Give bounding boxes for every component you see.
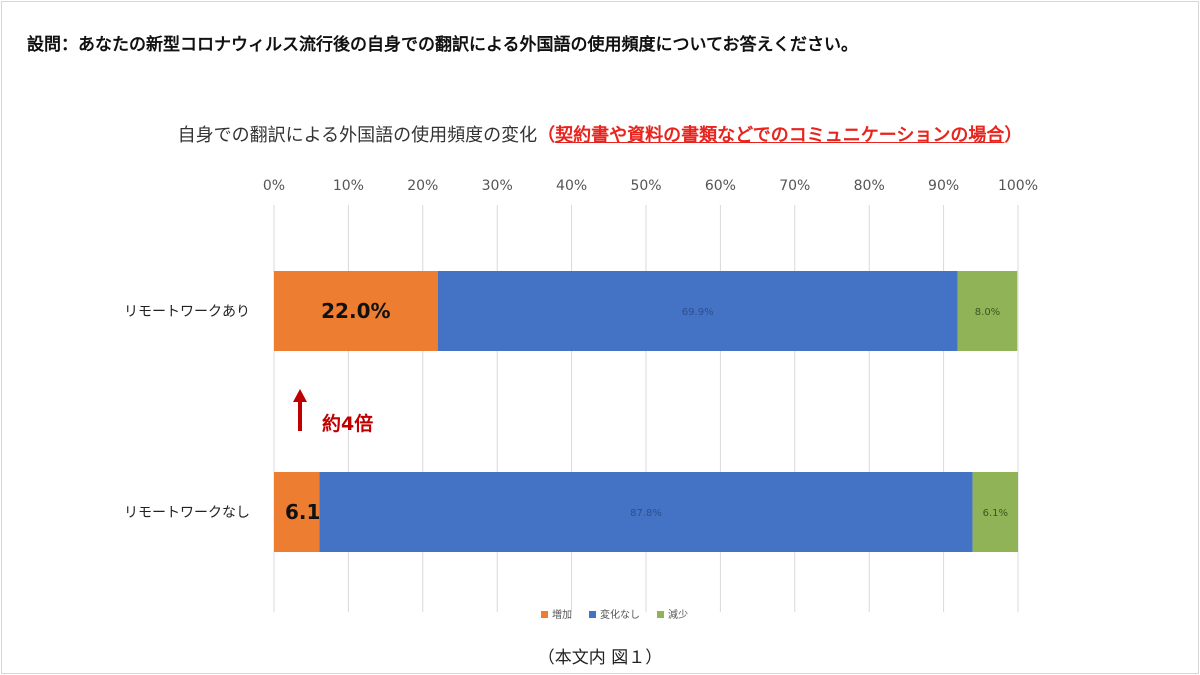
legend-label-no-change: 変化なし [600,608,640,621]
legend-swatch-no-change [589,611,596,618]
legend-label-increase: 増加 [552,608,572,621]
data-label-decrease: 6.1% [983,508,1008,519]
x-tick-label: 0% [263,178,285,194]
question-text: 設問：あなたの新型コロナウィルス流行後の自身での翻訳による外国語の使用頻度につい… [27,35,858,55]
chart-title-paren-close: ） [1004,125,1023,146]
chart-title-highlight: 契約書や資料の書類などでのコミュニケーションの場合 [555,125,1005,146]
data-label-no-change: 69.9% [682,307,714,318]
x-tick-label: 90% [928,178,959,194]
legend-swatch-increase [541,611,548,618]
data-label-no-change: 87.8% [630,508,662,519]
legend-swatch-decrease [657,611,664,618]
bar-segment-decrease [957,271,1018,351]
up-arrow-icon [293,389,307,402]
bar-segment-no-change [437,271,958,351]
bar-segment-increase [274,472,320,552]
x-tick-label: 50% [630,178,661,194]
bar-segment-no-change [319,472,973,552]
category-label: リモートワークなし [124,505,250,521]
x-tick-label: 30% [482,178,513,194]
category-label: リモートワークあり [124,304,250,320]
chart-title-main: 自身での翻訳による外国語の使用頻度の変化 [177,125,538,146]
x-tick-label: 40% [556,178,587,194]
bar-segment-increase [274,271,438,351]
chart-title: 自身での翻訳による外国語の使用頻度の変化（契約書や資料の書類などでのコミュニケー… [0,121,1200,147]
x-tick-label: 100% [998,178,1038,194]
x-tick-label: 70% [779,178,810,194]
data-label-increase: 22.0% [321,299,390,323]
x-tick-label: 60% [705,178,736,194]
x-tick-label: 20% [407,178,438,194]
ratio-annotation: 約4倍 [322,413,374,435]
figure-caption: （本文内 図１） [537,648,663,668]
bar-segment-decrease [972,472,1018,552]
data-label-decrease: 8.0% [975,307,1000,318]
x-tick-label: 10% [333,178,364,194]
chart-title-paren-open: （ [537,125,556,146]
x-tick-label: 80% [854,178,885,194]
legend-label-decrease: 減少 [668,608,688,621]
